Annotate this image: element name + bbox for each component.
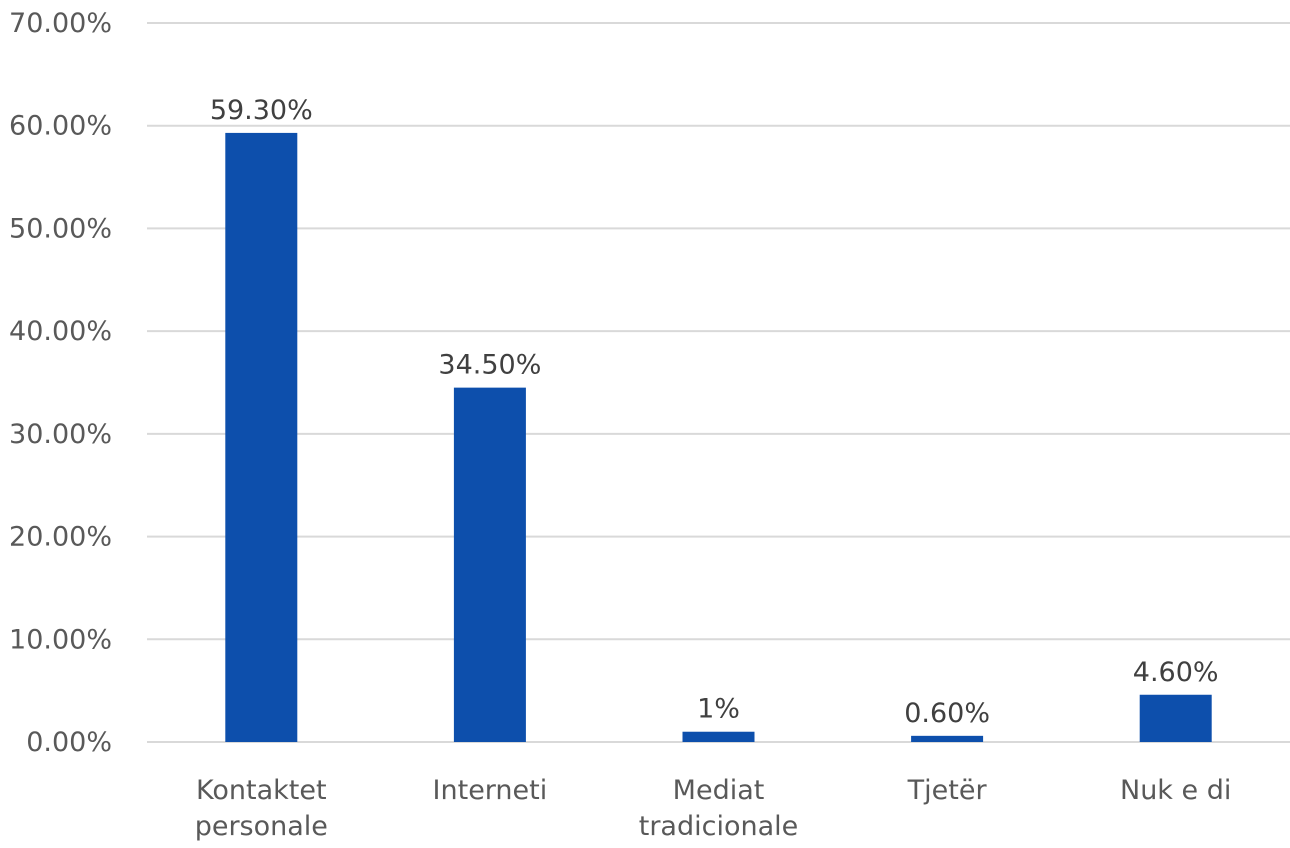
data-labels: 59.30% 34.50% 1% 0.60% 4.60%: [210, 95, 1219, 729]
bar: [682, 731, 755, 742]
x-category-label: Interneti: [433, 775, 548, 806]
x-category-label: Tjetër: [907, 775, 988, 806]
y-tick-label: 50.00%: [9, 213, 112, 244]
bars: [225, 132, 1212, 742]
gridlines: [147, 22, 1290, 743]
x-category-label: tradicionale: [639, 811, 799, 842]
x-category-label: Nuk e di: [1120, 775, 1231, 806]
y-tick-label: 0.00%: [26, 727, 112, 758]
y-tick-label: 60.00%: [9, 111, 112, 142]
bar: [225, 132, 298, 742]
data-label: 1%: [697, 694, 740, 725]
y-axis-tick-labels: 0.00% 10.00% 20.00% 30.00% 40.00% 50.00% 60.00…: [9, 8, 112, 758]
x-axis-category-labels: Kontaktet personale Interneti Mediat tradici…: [195, 775, 1232, 842]
x-category-label: Mediat: [673, 775, 765, 806]
y-tick-label: 20.00%: [9, 522, 112, 553]
x-category-label: Kontaktet: [196, 775, 327, 806]
data-label: 0.60%: [904, 698, 990, 729]
bar: [453, 387, 526, 742]
data-label: 34.50%: [438, 350, 541, 381]
data-label: 59.30%: [210, 95, 313, 126]
y-tick-label: 70.00%: [9, 8, 112, 39]
bar: [1139, 694, 1212, 742]
y-tick-label: 40.00%: [9, 316, 112, 347]
x-category-label: personale: [195, 811, 328, 842]
data-label: 4.60%: [1133, 657, 1219, 688]
y-tick-label: 10.00%: [9, 624, 112, 655]
y-tick-label: 30.00%: [9, 419, 112, 450]
bar: [911, 735, 984, 742]
